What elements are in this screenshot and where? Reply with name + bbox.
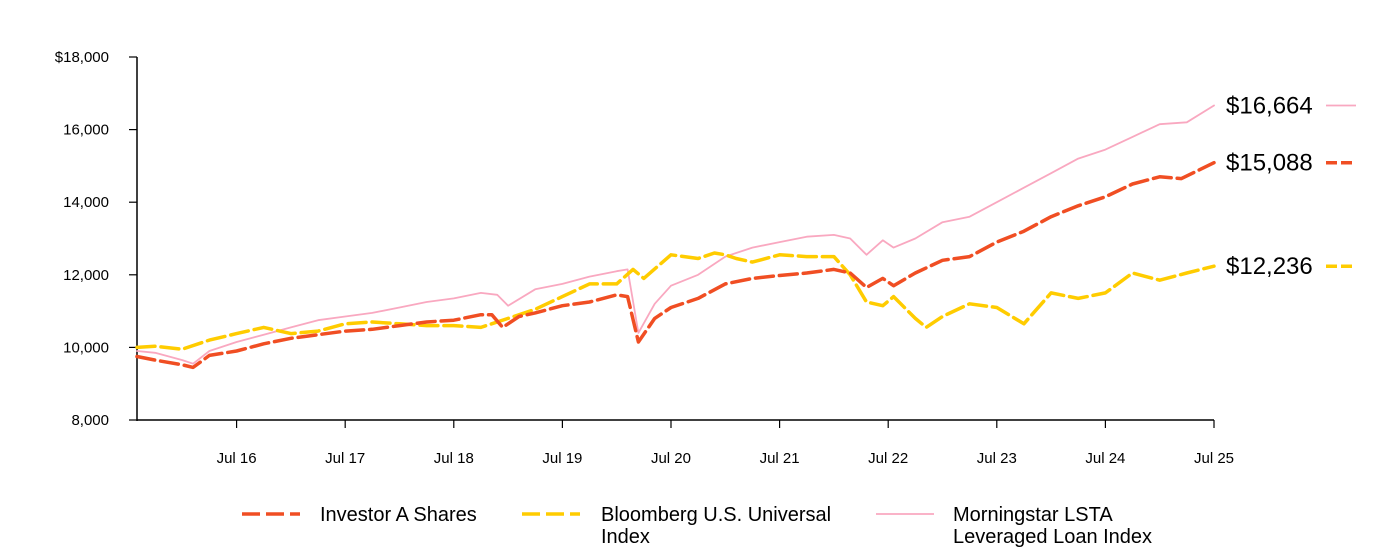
- x-tick-label: Jul 24: [1085, 450, 1125, 467]
- series-line-2: [136, 104, 1215, 365]
- y-tick-label: 12,000: [63, 267, 109, 284]
- end-value-label-1: $12,236: [1226, 253, 1313, 280]
- y-tick-label: 10,000: [63, 339, 109, 356]
- x-tick-label: Jul 16: [217, 450, 257, 467]
- y-tick-label: 8,000: [71, 412, 109, 429]
- legend: Investor A Shares Bloomberg U.S. Universa…: [242, 504, 1152, 548]
- end-labels: $15,088 $12,236 $16,664: [1226, 92, 1356, 280]
- end-value-label-2: $16,664: [1226, 92, 1313, 119]
- legend-label-2: Leveraged Loan Index: [953, 526, 1152, 548]
- x-tick-label: Jul 21: [760, 450, 800, 467]
- x-tick-label: Jul 17: [325, 450, 365, 467]
- y-tick-label: 16,000: [63, 122, 109, 139]
- y-ticks: 8,000 10,000 12,000 14,000 16,000 $18,000: [55, 49, 137, 429]
- x-tick-label: Jul 18: [434, 450, 474, 467]
- x-tick-label: Jul 23: [977, 450, 1017, 467]
- legend-label-0: Investor A Shares: [320, 504, 477, 526]
- x-tick-label: Jul 25: [1194, 450, 1234, 467]
- y-tick-label: $18,000: [55, 49, 109, 66]
- axes: [136, 57, 1214, 421]
- x-tick-label: Jul 22: [868, 450, 908, 467]
- legend-label-1: Index: [601, 526, 650, 548]
- series-line-0: [135, 160, 1216, 370]
- x-tick-label: Jul 20: [651, 450, 691, 467]
- legend-label-1: Bloomberg U.S. Universal: [601, 504, 831, 526]
- x-ticks: Jul 16 Jul 17 Jul 18 Jul 19 Jul 20 Jul 21 Jul …: [217, 420, 1234, 467]
- y-tick-label: 14,000: [63, 194, 109, 211]
- series-line-1: [135, 251, 1216, 351]
- x-tick-label: Jul 19: [542, 450, 582, 467]
- legend-label-2: Morningstar LSTA: [953, 504, 1113, 526]
- end-value-label-0: $15,088: [1226, 150, 1313, 177]
- series-lines: [135, 104, 1216, 370]
